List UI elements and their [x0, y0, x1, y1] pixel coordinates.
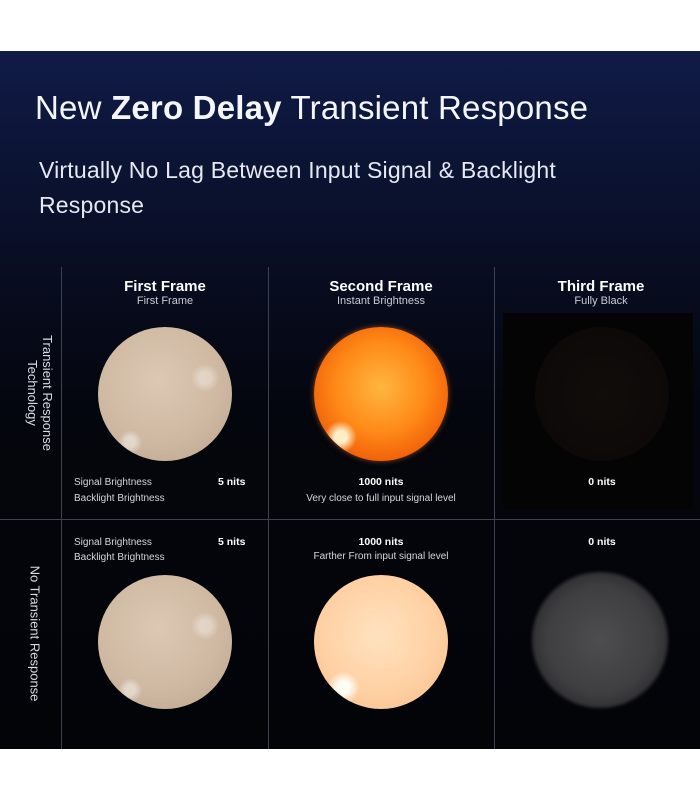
- second-frame-note: Very close to full input signal level: [306, 493, 456, 504]
- column-title: Third Frame: [557, 278, 645, 295]
- third-frame-black-sphere: [535, 327, 669, 461]
- column-header-first-frame: First Frame First Frame: [55, 278, 275, 308]
- backlight-brightness-label: Backlight Brightness: [74, 552, 165, 563]
- grid-divider-vertical: [494, 267, 495, 749]
- row-label-line: Transient Response: [40, 335, 55, 451]
- column-header-third-frame: Third Frame Fully Black: [491, 278, 700, 308]
- row-label-line: No Transient Response: [27, 565, 43, 702]
- column-title: Second Frame: [329, 278, 433, 295]
- first-frame-sphere: [98, 575, 232, 709]
- row-label-line: Technology: [25, 360, 40, 426]
- signal-brightness-label: Signal Brightness: [74, 477, 152, 488]
- grid-divider-horizontal: [0, 519, 700, 520]
- headline-suffix: Transient Response: [281, 89, 589, 126]
- column-title: First Frame: [124, 278, 206, 295]
- column-subtitle: Instant Brightness: [336, 295, 426, 307]
- column-header-second-frame: Second Frame Instant Brightness: [271, 278, 491, 308]
- headline-prefix: New: [35, 89, 111, 126]
- third-frame-value: 0 nits: [588, 536, 616, 548]
- first-frame-value: 5 nits: [218, 536, 246, 548]
- third-frame-value: 0 nits: [588, 476, 616, 488]
- second-frame-note: Farther From input signal level: [313, 551, 449, 562]
- subheadline: Virtually No Lag Between Input Signal & …: [39, 157, 556, 218]
- column-subtitle: Fully Black: [574, 295, 628, 307]
- first-frame-sphere: [98, 327, 232, 461]
- comparison-panel: New Zero Delay Transient Response Virtua…: [0, 51, 700, 749]
- headline: New Zero Delay Transient Response: [35, 89, 588, 127]
- second-frame-bright-sun: [314, 327, 448, 461]
- second-frame-value: 1000 nits: [358, 476, 404, 488]
- third-frame-glowing-sphere: [532, 572, 668, 708]
- second-frame-pale-sun: [314, 575, 448, 709]
- grid-divider-vertical: [268, 267, 269, 749]
- grid-divider-vertical: [61, 267, 62, 749]
- signal-brightness-label: Signal Brightness: [74, 537, 152, 548]
- row-label-transient-response: Transient Response Technology: [25, 303, 55, 483]
- second-frame-value: 1000 nits: [358, 536, 404, 548]
- row-label-no-transient-response: No Transient Response: [28, 539, 43, 729]
- column-subtitle: First Frame: [136, 295, 194, 307]
- headline-bold: Zero Delay: [111, 89, 282, 126]
- backlight-brightness-label: Backlight Brightness: [74, 493, 165, 504]
- first-frame-value: 5 nits: [218, 476, 246, 488]
